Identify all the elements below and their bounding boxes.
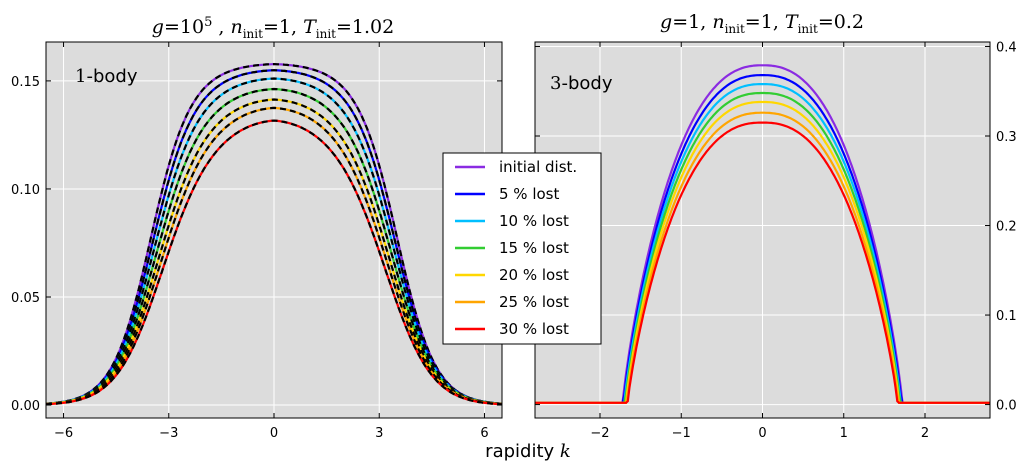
- x-tick-label: 6: [480, 426, 488, 441]
- series-fit-dashed: [45, 62, 503, 405]
- y-tick-label: 0.0: [996, 399, 1017, 414]
- panel-annotation-right: 3-body: [550, 73, 613, 94]
- y-tick-label: 0.05: [11, 291, 40, 306]
- x-tick-label: 3: [375, 426, 383, 441]
- x-tick-label: 2: [921, 426, 929, 441]
- series-fit-dashed: [45, 69, 503, 405]
- chart-panel-1body: −6 −3 0 3 6 0.00 0.05 0.10 0.15: [11, 41, 503, 441]
- chart-title-right: g=1, ninit=1, Tinit=0.2: [660, 11, 864, 36]
- legend: initial dist. 5 % lost 10 % lost 15 % lost 2…: [442, 152, 602, 345]
- series-fit-dashed: [45, 106, 503, 406]
- panel-annotation-left: 1-body: [75, 66, 138, 87]
- x-tick-label: 0: [270, 426, 278, 441]
- y-tick-label: 0.3: [996, 130, 1017, 145]
- y-tick-label: 0.2: [996, 220, 1017, 235]
- legend-label: 10 % lost: [499, 212, 569, 230]
- chart-title-left: g=105 , ninit=1, Tinit=1.02: [152, 15, 394, 41]
- series-fit-dashed: [45, 98, 503, 406]
- legend-label: 5 % lost: [499, 185, 559, 203]
- y-tick-label: 0.00: [11, 399, 40, 414]
- y-tick-label: 0.15: [11, 75, 40, 90]
- x-tick-label: −3: [159, 426, 178, 441]
- x-tick-label: 1: [840, 426, 848, 441]
- series-fit-dashed: [45, 77, 503, 405]
- legend-label: 30 % lost: [499, 320, 569, 338]
- series-fit-dashed: [45, 87, 503, 405]
- series-fit-dashed: [45, 119, 503, 406]
- legend-label: 20 % lost: [499, 266, 569, 284]
- y-tick-label: 0.1: [996, 309, 1017, 324]
- series-line-30-lost: [535, 121, 990, 404]
- legend-label: 25 % lost: [499, 293, 569, 311]
- x-tick-label: −1: [672, 426, 691, 441]
- y-tick-label: 0.10: [11, 183, 40, 198]
- y-tick-label: 0.4: [996, 40, 1017, 55]
- chart-panel-3body: −2 −1 0 1 2 0.0 0.1 0.2 0.3 0.4: [534, 40, 1017, 441]
- x-tick-label: −6: [54, 426, 73, 441]
- x-tick-label: −2: [590, 426, 609, 441]
- x-tick-label: 0: [758, 426, 766, 441]
- legend-label: initial dist.: [499, 158, 577, 176]
- x-axis-label: rapidity k: [485, 441, 571, 462]
- legend-label: 15 % lost: [499, 239, 569, 257]
